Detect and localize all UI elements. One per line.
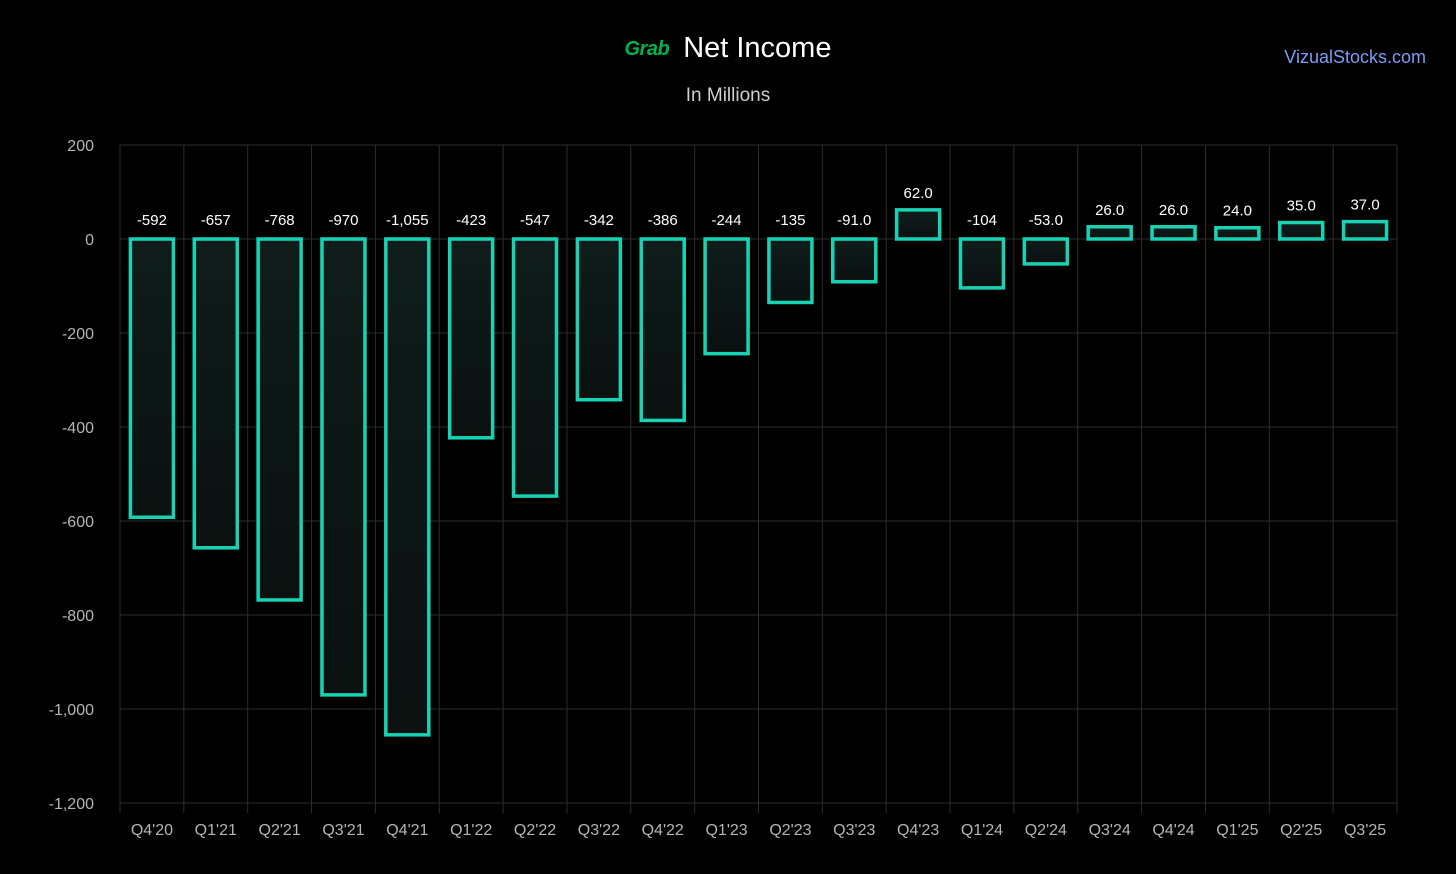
- x-tick-label: Q2'21: [259, 822, 301, 839]
- y-tick-label: -800: [62, 608, 94, 625]
- bar: [639, 237, 686, 423]
- bar: [256, 237, 303, 602]
- bar: [447, 237, 495, 440]
- bar: [703, 237, 750, 356]
- x-tick-label: Q4'21: [386, 822, 428, 839]
- y-tick-label: -1,200: [49, 796, 94, 813]
- x-tick-label: Q2'25: [1280, 822, 1322, 839]
- bar: [1214, 225, 1261, 241]
- bar-value-label: -104: [967, 212, 997, 229]
- bar: [831, 237, 878, 284]
- chart-header: Grab Net Income In Millions VizualStocks…: [0, 0, 1456, 120]
- y-tick-label: -1,000: [49, 702, 94, 719]
- x-tick-label: Q3'21: [322, 822, 364, 839]
- y-tick-label: 0: [85, 232, 94, 249]
- x-tick-label: Q4'23: [897, 822, 939, 839]
- bar-value-label: -423: [456, 212, 486, 229]
- y-tick-label: 200: [67, 138, 94, 155]
- y-tick-label: -200: [62, 326, 94, 343]
- x-tick-label: Q1'21: [195, 822, 237, 839]
- chart-title: Net Income: [683, 32, 832, 64]
- bar-value-label: -135: [775, 212, 805, 229]
- bar-value-label: 26.0: [1159, 202, 1188, 219]
- site-link[interactable]: VizualStocks.com: [1284, 47, 1426, 67]
- bar-value-label: 26.0: [1095, 202, 1124, 219]
- bar: [320, 237, 367, 697]
- bar-value-label: 62.0: [904, 185, 933, 202]
- x-tick-label: Q2'22: [514, 822, 556, 839]
- bar: [1150, 225, 1197, 241]
- y-tick-label: -600: [62, 514, 94, 531]
- x-tick-label: Q4'22: [642, 822, 684, 839]
- bar-value-label: 35.0: [1287, 198, 1316, 215]
- bar-value-label: -1,055: [386, 212, 429, 229]
- bar: [894, 208, 942, 241]
- bar: [1341, 219, 1389, 241]
- bar: [511, 237, 559, 498]
- x-tick-label: Q3'24: [1089, 822, 1131, 839]
- chart-subtitle: In Millions: [685, 85, 771, 106]
- bar: [1277, 220, 1325, 241]
- bar: [192, 237, 240, 550]
- bar-value-label: -592: [137, 212, 167, 229]
- bar-value-label: -342: [584, 212, 614, 229]
- bar-value-label: -768: [265, 212, 295, 229]
- bar-value-label: -657: [201, 212, 231, 229]
- bar: [575, 237, 623, 402]
- bar: [1022, 237, 1070, 266]
- x-tick-label: Q1'24: [961, 822, 1003, 839]
- y-tick-label: -400: [62, 420, 94, 437]
- bar-value-label: -91.0: [837, 212, 871, 229]
- bar: [384, 237, 431, 737]
- x-tick-label: Q2'23: [769, 822, 811, 839]
- bar-value-label: -53.0: [1029, 212, 1063, 229]
- bar: [958, 237, 1006, 290]
- x-tick-label: Q2'24: [1025, 822, 1067, 839]
- grab-logo: Grab: [624, 37, 670, 60]
- title-group: Grab Net Income: [0, 34, 1456, 63]
- x-tick-label: Q4'20: [131, 822, 173, 839]
- x-tick-label: Q1'23: [705, 822, 747, 839]
- x-tick-label: Q3'23: [833, 822, 875, 839]
- x-tick-label: Q1'25: [1216, 822, 1258, 839]
- x-tick-label: Q4'24: [1152, 822, 1194, 839]
- x-tick-label: Q3'25: [1344, 822, 1386, 839]
- bar: [767, 237, 814, 305]
- x-tick-label: Q3'22: [578, 822, 620, 839]
- bar: [128, 237, 176, 519]
- bar-value-label: -547: [520, 212, 550, 229]
- x-tick-label: Q1'22: [450, 822, 492, 839]
- bar: [1086, 225, 1133, 241]
- bar-value-label: 24.0: [1223, 203, 1252, 220]
- bar-value-label: -970: [328, 212, 358, 229]
- bar-value-label: -386: [648, 212, 678, 229]
- bar-value-label: 37.0: [1350, 197, 1379, 214]
- bar-value-label: -244: [712, 212, 742, 229]
